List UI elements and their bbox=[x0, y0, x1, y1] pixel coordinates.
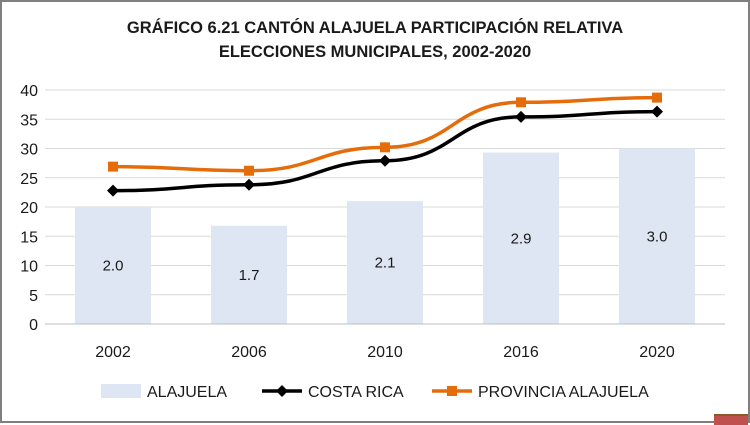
chart-title-line-2: ELECCIONES MUNICIPALES, 2002-2020 bbox=[218, 43, 532, 61]
x-tick-label-2016: 2016 bbox=[503, 344, 539, 361]
bar-2002 bbox=[75, 207, 151, 324]
bar-label-2010: 2.1 bbox=[375, 255, 396, 272]
bar-2020 bbox=[619, 148, 695, 324]
point-costa-rica-2020 bbox=[651, 105, 663, 118]
bar-label-2020: 3.0 bbox=[647, 228, 668, 245]
y-tick-label-35: 35 bbox=[20, 112, 38, 129]
chart-title: GRÁFICO 6.21 CANTÓN ALAJUELA PARTICIPACI… bbox=[0, 16, 750, 64]
bar-2016 bbox=[483, 152, 559, 324]
legend-marker-costa-rica bbox=[276, 385, 288, 397]
point-costa-rica-2006 bbox=[243, 178, 255, 191]
y-tick-label-20: 20 bbox=[20, 200, 38, 217]
chart-title-line-1: GRÁFICO 6.21 CANTÓN ALAJUELA PARTICIPACI… bbox=[126, 19, 624, 37]
point-provincia-alajuela-2006 bbox=[244, 165, 254, 176]
bar-label-2006: 1.7 bbox=[239, 267, 260, 284]
point-costa-rica-2002 bbox=[107, 184, 119, 197]
point-costa-rica-2016 bbox=[515, 110, 527, 123]
bar-label-2016: 2.9 bbox=[511, 230, 532, 247]
x-tick-label-2002: 2002 bbox=[95, 344, 131, 361]
point-costa-rica-2010 bbox=[379, 154, 391, 167]
y-tick-label-30: 30 bbox=[20, 142, 38, 159]
x-tick-label-2010: 2010 bbox=[367, 344, 403, 361]
legend-label-costa-rica: COSTA RICA bbox=[308, 384, 404, 401]
y-tick-label-0: 0 bbox=[29, 317, 38, 334]
point-provincia-alajuela-2020 bbox=[652, 92, 662, 103]
x-tick-label-2006: 2006 bbox=[231, 344, 267, 361]
y-tick-label-40: 40 bbox=[20, 83, 38, 100]
y-tick-label-25: 25 bbox=[20, 171, 38, 188]
point-provincia-alajuela-2010 bbox=[380, 142, 390, 153]
legend-swatch-alajuela bbox=[101, 384, 141, 398]
bar-2010 bbox=[347, 201, 423, 324]
legend-label-alajuela: ALAJUELA bbox=[147, 384, 227, 401]
y-tick-label-10: 10 bbox=[20, 259, 38, 276]
y-tick-label-5: 5 bbox=[29, 288, 38, 305]
bar-label-2002: 2.0 bbox=[103, 258, 124, 275]
bar-2006 bbox=[211, 225, 287, 324]
point-provincia-alajuela-2016 bbox=[516, 97, 526, 108]
point-provincia-alajuela-2002 bbox=[108, 161, 118, 172]
y-tick-label-15: 15 bbox=[20, 229, 38, 246]
x-tick-label-2020: 2020 bbox=[639, 344, 675, 361]
corner-marker bbox=[714, 414, 748, 425]
legend-label-provincia-alajuela: PROVINCIA ALAJUELA bbox=[478, 384, 649, 401]
legend-marker-provincia-alajuela bbox=[447, 386, 457, 396]
